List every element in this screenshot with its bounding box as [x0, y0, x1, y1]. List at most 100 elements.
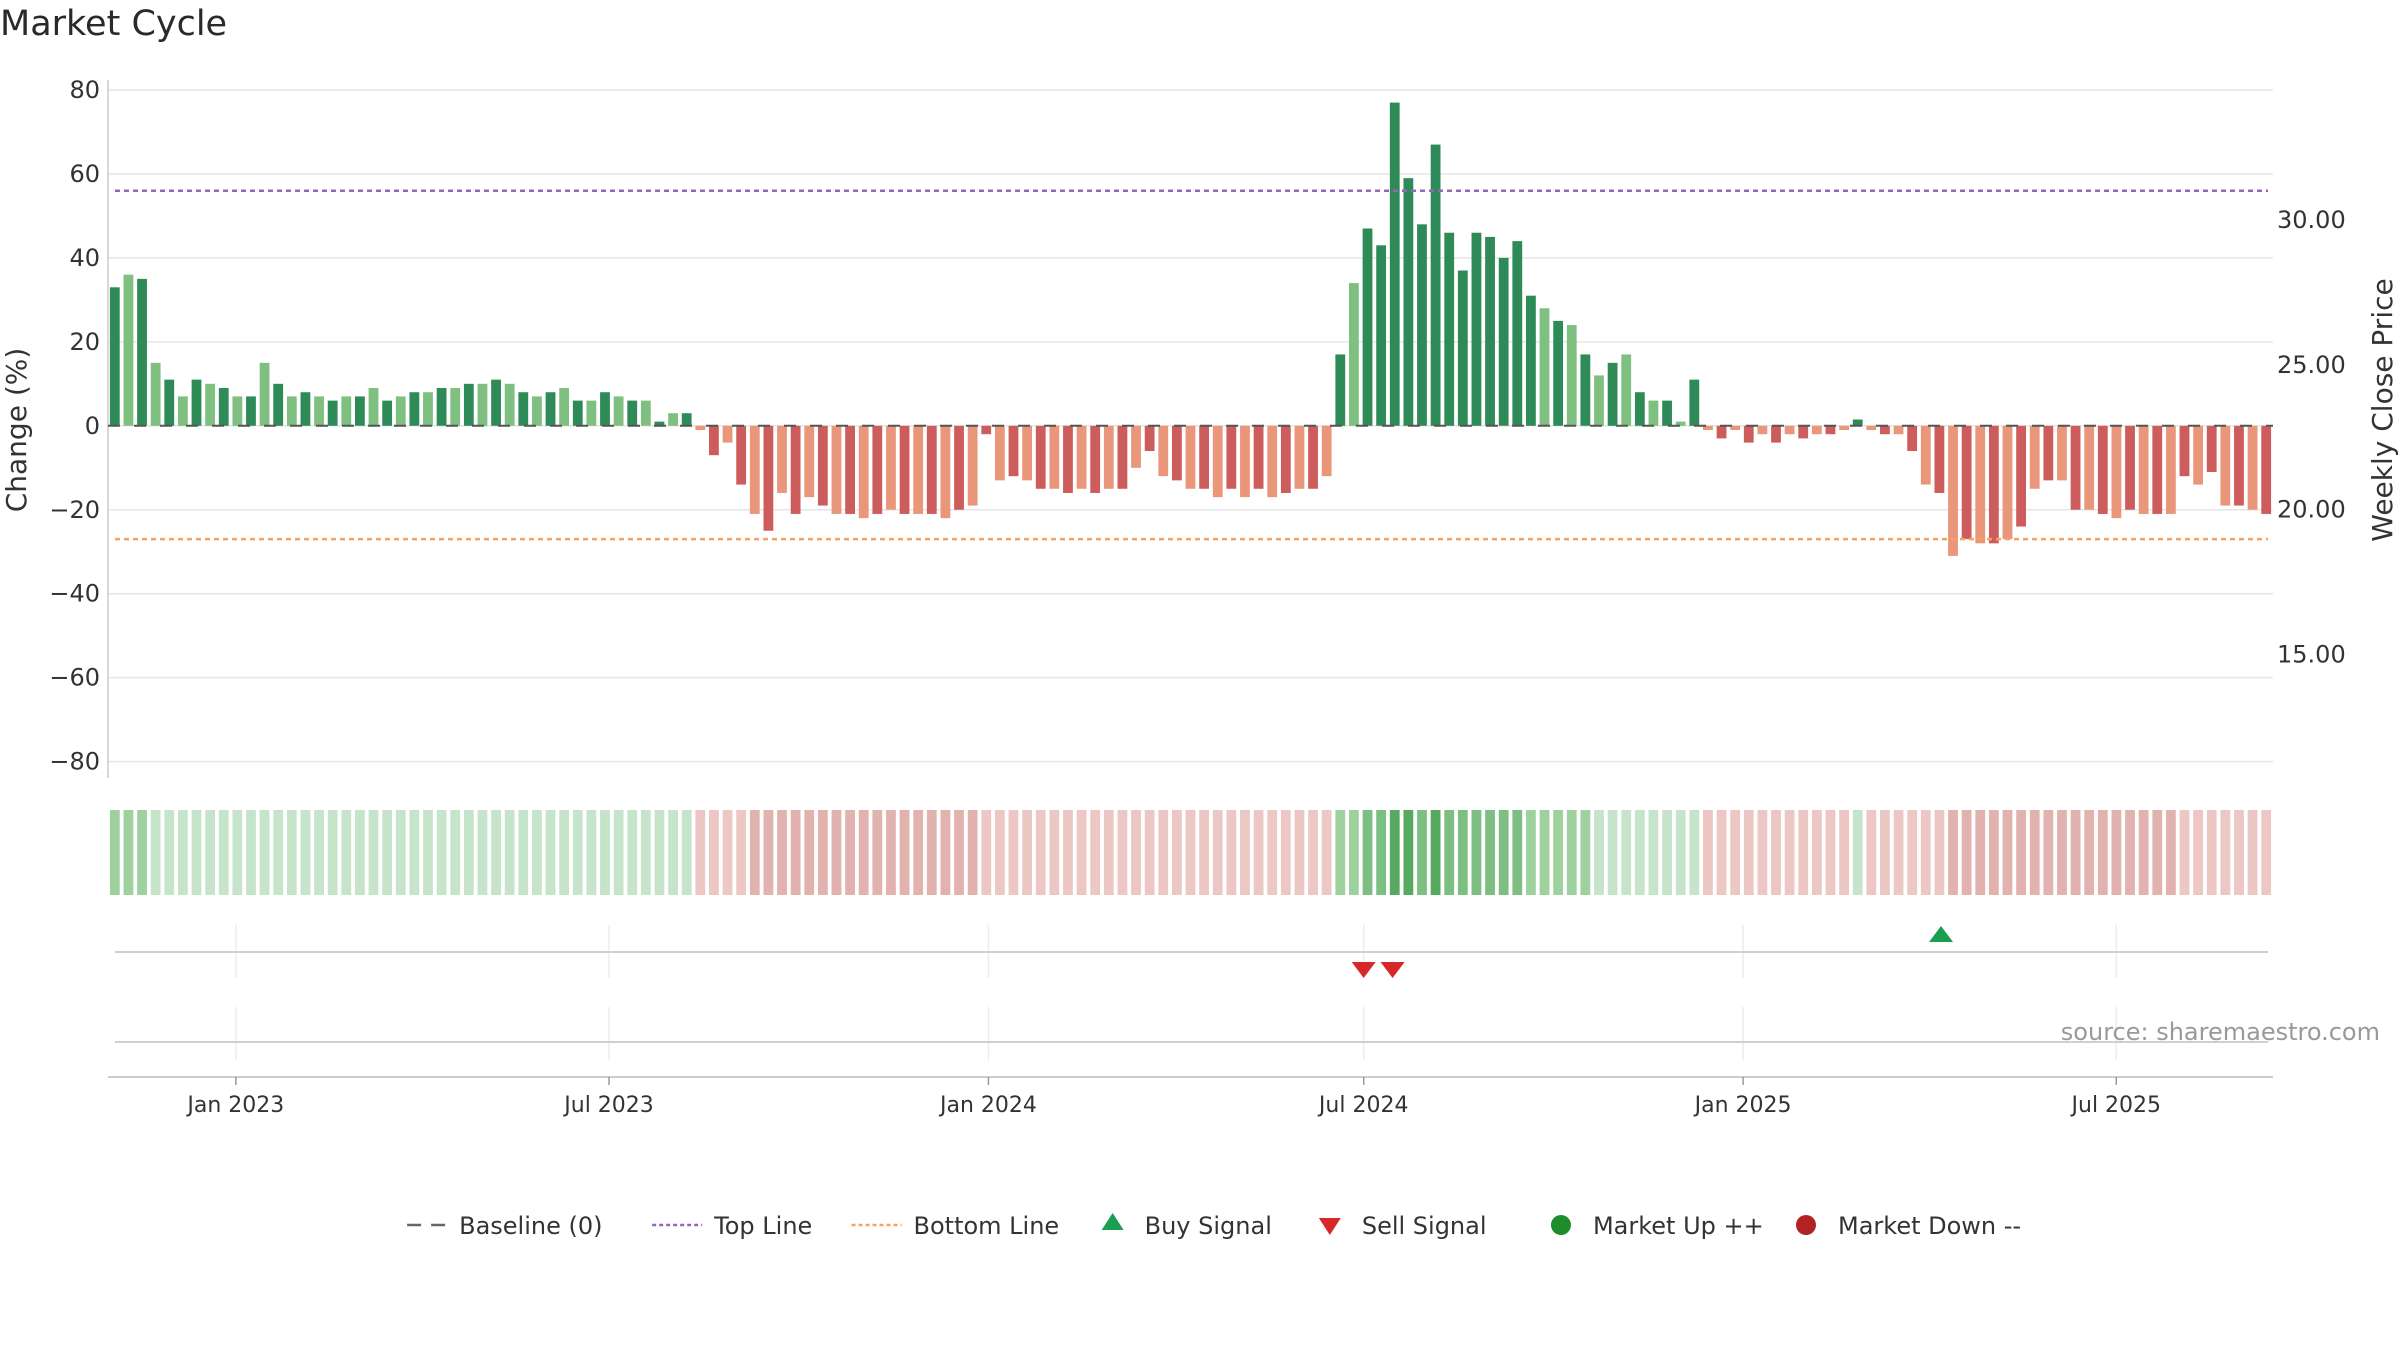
bar [845, 425, 855, 514]
trend-cell [1988, 810, 1999, 895]
trend-cell [2165, 810, 2176, 895]
bar [1471, 232, 1482, 426]
bar [1512, 241, 1523, 426]
trend-cell [1144, 810, 1155, 895]
bar [1703, 425, 1713, 430]
trend-cell [2206, 810, 2217, 895]
trend-cell [2057, 810, 2067, 895]
bar [2125, 425, 2135, 510]
bar [1743, 425, 1754, 443]
trend-cell [1485, 810, 1495, 895]
trend-cell [899, 810, 910, 895]
legend-item-top: Top Line [652, 1212, 812, 1240]
bar [1199, 425, 1210, 489]
bar [218, 388, 229, 426]
bar [1389, 102, 1400, 426]
trend-cell [2070, 810, 2081, 895]
bar [1403, 178, 1414, 426]
bar [2029, 425, 2040, 489]
trend-cell [2247, 810, 2258, 895]
trend-cell [477, 810, 488, 895]
trend-cell [1199, 810, 1210, 895]
trend-cell [1798, 810, 1809, 895]
bar [355, 396, 365, 426]
bar [368, 388, 379, 426]
trend-cell [940, 810, 951, 895]
trend-strip [109, 810, 2272, 895]
signals [1351, 926, 1954, 978]
bar [1988, 425, 1999, 544]
trend-cell [572, 810, 583, 895]
bar [749, 425, 760, 514]
trend-cell [1975, 810, 1986, 895]
bar [1662, 400, 1672, 426]
bar [695, 425, 706, 430]
bar [1934, 425, 1945, 493]
trend-cell [886, 810, 896, 895]
trend-cell [1526, 810, 1536, 895]
trend-cell [1185, 810, 1196, 895]
bar [232, 396, 243, 426]
trend-cell [423, 810, 433, 895]
trend-cell [2097, 810, 2108, 895]
trend-cell [2125, 810, 2135, 895]
sell-signal-marker [1380, 962, 1405, 978]
bar [1049, 425, 1060, 489]
bar [2206, 425, 2217, 472]
bar [409, 392, 420, 426]
legend-label: Market Up ++ [1593, 1212, 1764, 1240]
bar [2070, 425, 2081, 510]
trend-cell [1852, 810, 1863, 895]
trend-cell [722, 810, 733, 895]
bar [177, 396, 188, 426]
trend-cell [259, 810, 270, 895]
trend-cell [1226, 810, 1237, 895]
x-tick-label: Jan 2024 [938, 1093, 1037, 1118]
bar [123, 274, 134, 426]
trend-cell [1171, 810, 1182, 895]
bar [286, 396, 297, 426]
trend-cell [1594, 810, 1604, 895]
trend-cell [1811, 810, 1822, 895]
bars [109, 102, 2272, 556]
trend-cell [1757, 810, 1768, 895]
trend-cell [804, 810, 815, 895]
bar [613, 396, 624, 426]
trend-cell [1444, 810, 1455, 895]
trend-cell [341, 810, 352, 895]
bar [1171, 425, 1182, 481]
bar [804, 425, 815, 498]
bar [2084, 425, 2095, 510]
bar [1730, 425, 1741, 430]
trend-cell [559, 810, 570, 895]
trend-cell [1362, 810, 1373, 895]
trend-cell [749, 810, 760, 895]
trend-cell [2220, 810, 2231, 895]
y-tick-label: 20 [69, 328, 100, 356]
trend-cell [1131, 810, 1141, 895]
bar [1893, 425, 1904, 435]
trend-cell [981, 810, 992, 895]
trend-cell [409, 810, 420, 895]
bar [926, 425, 937, 514]
sell-signal-marker [1351, 962, 1376, 978]
x-tick-label: Jul 2024 [1317, 1093, 1409, 1118]
trend-cell [177, 810, 188, 895]
trend-cell [1634, 810, 1645, 895]
trend-cell [1035, 810, 1046, 895]
bar [1457, 270, 1468, 426]
trend-cell [1335, 810, 1346, 895]
bar [246, 396, 256, 426]
bar [1811, 425, 1822, 435]
bar [518, 392, 529, 426]
y-tick-label: 40 [69, 244, 100, 272]
bar [1417, 224, 1427, 426]
trend-cell [1703, 810, 1713, 895]
bar [1553, 320, 1564, 426]
trend-cell [300, 810, 311, 895]
trend-cell [2084, 810, 2095, 895]
bar [2097, 425, 2108, 514]
trend-cell [1063, 810, 1073, 895]
trend-cell [1321, 810, 1332, 895]
bar [1362, 228, 1373, 426]
